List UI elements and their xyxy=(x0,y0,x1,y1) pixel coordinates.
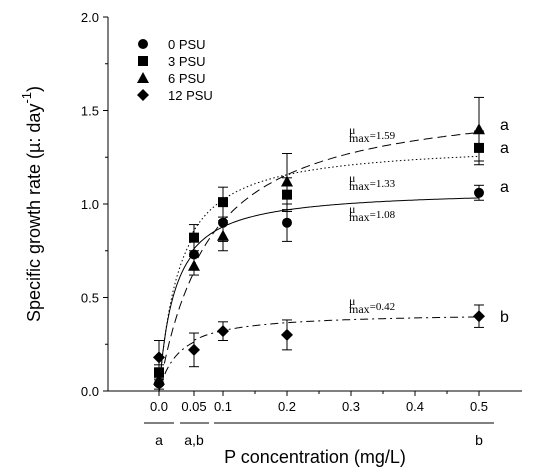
y-axis-title-close: ) xyxy=(24,86,44,92)
y-axis-title: Specific growth rate (µ: day-1) xyxy=(19,86,44,322)
mu-max-label: μ max=1.59 xyxy=(349,123,396,145)
series-6-psu xyxy=(153,96,485,386)
legend-marker xyxy=(137,72,149,83)
significance-letter: b xyxy=(500,309,509,326)
x-tick-label: 0.0 xyxy=(150,399,168,414)
legend-label: 12 PSU xyxy=(168,88,213,103)
fit-curve-3-psu xyxy=(158,155,479,392)
mu-subscript: max xyxy=(349,210,370,224)
fit-curve-12-psu xyxy=(158,316,479,392)
data-point xyxy=(473,310,485,323)
mu-symbol: μ xyxy=(349,202,355,216)
legend: 0 PSU 3 PSU 6 PSU 12 PSU xyxy=(137,37,213,103)
mu-value: =0.42 xyxy=(370,301,395,313)
series-0-psu xyxy=(154,184,484,390)
data-point xyxy=(153,351,165,364)
fit-curve-0-psu xyxy=(158,197,480,392)
mu-max-label: μ max=1.08 xyxy=(349,202,396,224)
x-tick-label: 0.05 xyxy=(181,399,206,414)
y-tick-label: 1.0 xyxy=(81,197,99,212)
significance-letter: a xyxy=(500,117,509,134)
mu-value: =1.59 xyxy=(370,130,396,142)
data-point xyxy=(281,328,293,341)
mu-subscript: max xyxy=(349,302,370,316)
x-tick-label: 0.1 xyxy=(214,399,232,414)
significance-letter: a xyxy=(500,179,509,196)
fit-curve-6-psu xyxy=(158,132,480,392)
y-axis-title-main: Specific growth rate (µ: day xyxy=(24,104,44,322)
data-point xyxy=(188,343,200,356)
data-point xyxy=(189,232,199,243)
data-point xyxy=(218,197,228,208)
y-tick-label: 0.5 xyxy=(81,291,99,306)
data-point xyxy=(473,123,485,135)
mu-value: =1.33 xyxy=(370,178,396,190)
mu-symbol: μ xyxy=(349,294,355,308)
x-tick-label: 0.5 xyxy=(470,399,488,414)
mu-max-label: μ max=1.33 xyxy=(349,171,396,193)
mu-subscript: max xyxy=(349,179,370,193)
x-tick-label: 0.2 xyxy=(278,399,296,414)
series-12-psu xyxy=(153,304,485,375)
legend-label: 3 PSU xyxy=(168,54,206,69)
legend-label: 6 PSU xyxy=(168,71,206,86)
x-tick-label: 0.4 xyxy=(406,399,424,414)
data-point xyxy=(153,373,165,385)
mu-max-label: μ max=0.42 xyxy=(349,294,395,316)
x-tick-label: 0.3 xyxy=(342,399,360,414)
data-point xyxy=(282,217,292,228)
legend-marker xyxy=(138,56,148,66)
y-tick-label: 0.0 xyxy=(81,384,99,399)
y-tick-label: 2.0 xyxy=(81,10,99,25)
data-point xyxy=(217,229,229,241)
data-point xyxy=(217,325,229,338)
x-axis-title: P concentration (mg/L) xyxy=(224,447,406,467)
significance-letter: a xyxy=(500,140,509,157)
group-letter: b xyxy=(475,432,483,448)
series-3-psu xyxy=(154,130,484,381)
legend-marker xyxy=(138,39,148,49)
group-letter: a,b xyxy=(184,432,204,448)
data-point xyxy=(188,259,200,271)
legend-marker xyxy=(137,89,149,101)
mu-value: =1.08 xyxy=(370,209,396,221)
data-point xyxy=(474,187,484,198)
data-point xyxy=(281,175,293,187)
legend-label: 0 PSU xyxy=(168,37,206,52)
group-letter: a xyxy=(155,432,163,448)
y-tick-label: 1.5 xyxy=(81,104,99,119)
y-axis-title-superscript: -1 xyxy=(19,92,34,104)
data-point xyxy=(189,249,199,260)
mu-symbol: μ xyxy=(349,171,355,185)
mu-subscript: max xyxy=(349,131,370,145)
mu-symbol: μ xyxy=(349,123,355,137)
